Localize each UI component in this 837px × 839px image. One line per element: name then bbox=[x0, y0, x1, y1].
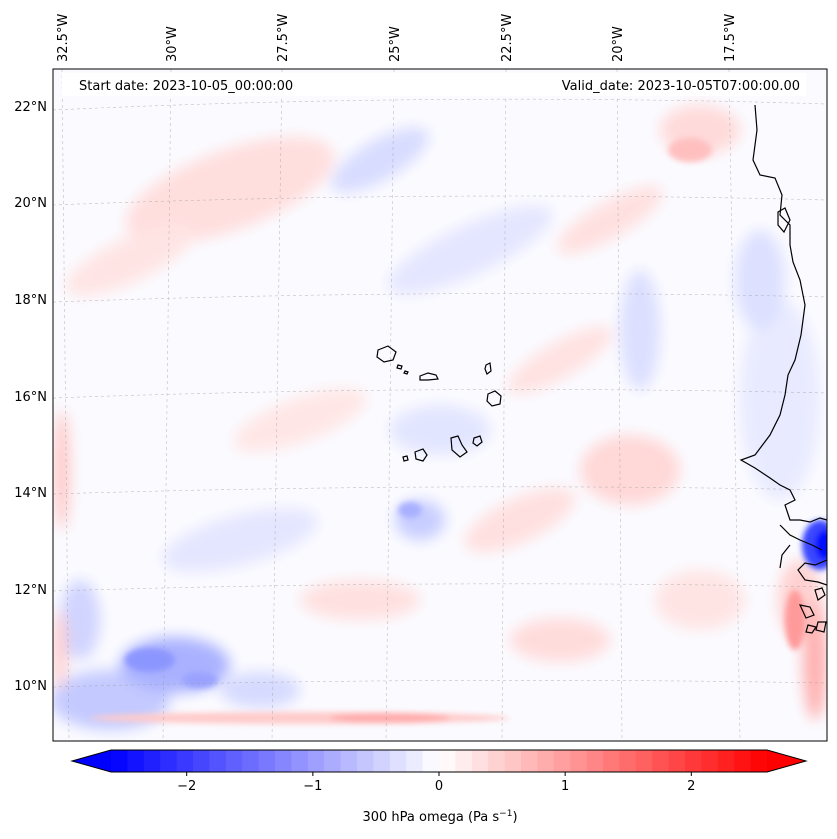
lat-label: 22°N bbox=[14, 100, 47, 115]
colorbar-extend-max bbox=[767, 750, 806, 772]
colorbar-swatch bbox=[143, 750, 161, 772]
colorbar-swatch bbox=[471, 750, 489, 772]
map-frame bbox=[52, 68, 828, 742]
colorbar-swatch bbox=[225, 750, 243, 772]
colorbar-swatch bbox=[488, 750, 506, 772]
colorbar-tick-label: −2 bbox=[177, 779, 196, 794]
lon-label: 25°W bbox=[388, 26, 403, 62]
colorbar: −2 −1 0 1 2 300 hPa omega (Pa s−1) bbox=[70, 749, 808, 825]
colorbar-swatch bbox=[324, 750, 342, 772]
colorbar-swatch bbox=[111, 750, 128, 772]
colorbar-swatch bbox=[717, 750, 735, 772]
colorbar-swatch bbox=[160, 750, 178, 772]
colorbar-label: 300 hPa omega (Pa s−1) bbox=[362, 809, 517, 825]
colorbar-swatch bbox=[340, 750, 358, 772]
colorbar-swatch bbox=[127, 750, 145, 772]
colorbar-swatch bbox=[373, 750, 391, 772]
lat-label: 12°N bbox=[14, 583, 47, 598]
colorbar-tick-label: 2 bbox=[687, 779, 695, 794]
lon-labels: 32.5°W 30°W 27.5°W 25°W 22.5°W 20°W 17.5… bbox=[56, 14, 738, 62]
colorbar-swatch bbox=[439, 750, 456, 772]
colorbar-swatch bbox=[603, 750, 620, 772]
lat-label: 14°N bbox=[14, 486, 47, 501]
lon-label: 32.5°W bbox=[56, 14, 71, 62]
colorbar-swatch bbox=[734, 750, 752, 772]
lat-label: 20°N bbox=[14, 196, 47, 211]
colorbar-extend-min bbox=[72, 750, 111, 772]
colorbar-tick-label: 0 bbox=[435, 779, 443, 794]
colorbar-swatch bbox=[357, 750, 374, 772]
colorbar-swatch bbox=[307, 750, 325, 772]
lat-label: 16°N bbox=[14, 390, 47, 405]
colorbar-swatch bbox=[668, 750, 686, 772]
map-panel: Start date: 2023-10-05_00:00:00 Valid_da… bbox=[52, 68, 828, 742]
colorbar-tick-label: 1 bbox=[561, 779, 569, 794]
colorbar-swatch bbox=[553, 750, 571, 772]
start-date-label: Start date: 2023-10-05_00:00:00 bbox=[79, 79, 293, 94]
colorbar-swatch bbox=[258, 750, 276, 772]
colorbar-swatch bbox=[570, 750, 588, 772]
lon-label: 17.5°W bbox=[723, 14, 738, 62]
cape-verde-islands bbox=[376, 345, 502, 462]
colorbar-swatch bbox=[537, 750, 555, 772]
colorbar-swatch bbox=[521, 750, 538, 772]
colorbar-swatch bbox=[242, 750, 260, 772]
lat-label: 10°N bbox=[14, 679, 47, 694]
colorbar-swatch bbox=[455, 750, 473, 772]
colorbar-swatch bbox=[193, 750, 210, 772]
colorbar-swatch bbox=[635, 750, 653, 772]
colorbar-swatch bbox=[504, 750, 522, 772]
gridlines bbox=[53, 69, 827, 741]
valid-date-label: Valid_date: 2023-10-05T07:00:00.00 bbox=[562, 79, 800, 94]
colorbar-swatch bbox=[176, 750, 194, 772]
lon-label: 30°W bbox=[165, 26, 180, 62]
lat-labels: 22°N 20°N 18°N 16°N 14°N 12°N 10°N bbox=[14, 100, 47, 694]
lat-label: 18°N bbox=[14, 293, 47, 308]
colorbar-swatch bbox=[275, 750, 292, 772]
colorbar-ticks: −2 −1 0 1 2 bbox=[177, 772, 695, 794]
colorbar-swatch bbox=[586, 750, 604, 772]
colorbar-outline bbox=[70, 749, 808, 773]
lon-label: 20°W bbox=[611, 26, 626, 62]
colorbar-swatches bbox=[72, 750, 806, 772]
colorbar-swatch bbox=[209, 750, 227, 772]
colorbar-swatch bbox=[389, 750, 407, 772]
colorbar-swatch bbox=[422, 750, 440, 772]
colorbar-swatch bbox=[291, 750, 309, 772]
lon-label: 27.5°W bbox=[276, 14, 291, 62]
header-band bbox=[62, 73, 806, 96]
west-africa-coastline bbox=[739, 104, 827, 586]
omega-field bbox=[53, 105, 827, 730]
colorbar-tick-label: −1 bbox=[303, 779, 322, 794]
colorbar-swatch bbox=[701, 750, 719, 772]
colorbar-swatch bbox=[652, 750, 670, 772]
colorbar-swatch bbox=[619, 750, 637, 772]
colorbar-swatch bbox=[685, 750, 702, 772]
colorbar-swatch bbox=[406, 750, 424, 772]
coastlines bbox=[739, 104, 827, 634]
lon-label: 22.5°W bbox=[500, 14, 515, 62]
colorbar-swatch bbox=[750, 750, 768, 772]
